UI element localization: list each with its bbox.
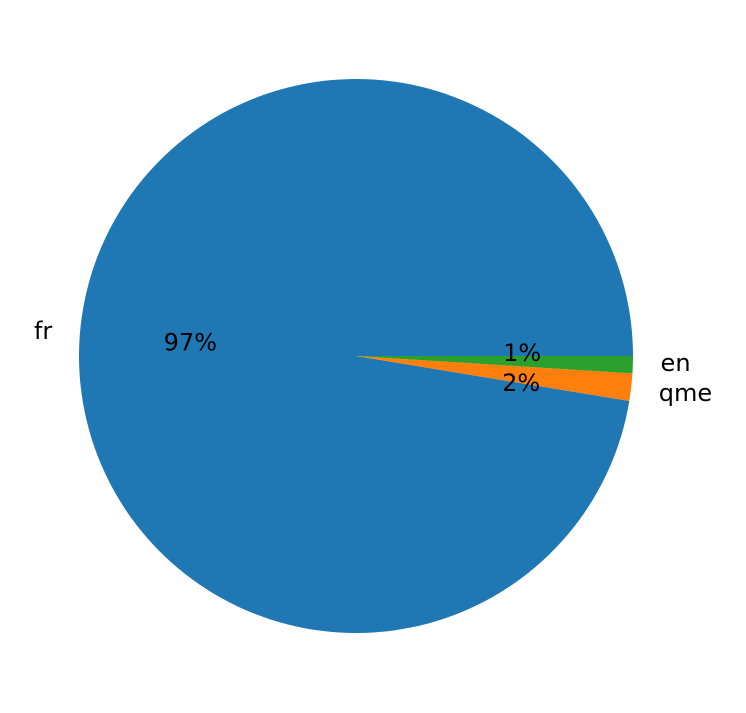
slice-pct-en: 1% xyxy=(503,339,541,367)
slice-pct-qme: 2% xyxy=(502,369,540,397)
slice-label-fr: fr xyxy=(34,317,52,345)
slice-pct-fr: 97% xyxy=(164,328,217,356)
slice-label-qme: qme xyxy=(659,379,712,407)
pie-slice-en xyxy=(356,356,633,374)
pie-slice-fr xyxy=(79,79,633,634)
pie-slice-qme xyxy=(356,356,633,402)
slice-label-en: en xyxy=(661,349,691,377)
pie-slices xyxy=(79,79,633,634)
